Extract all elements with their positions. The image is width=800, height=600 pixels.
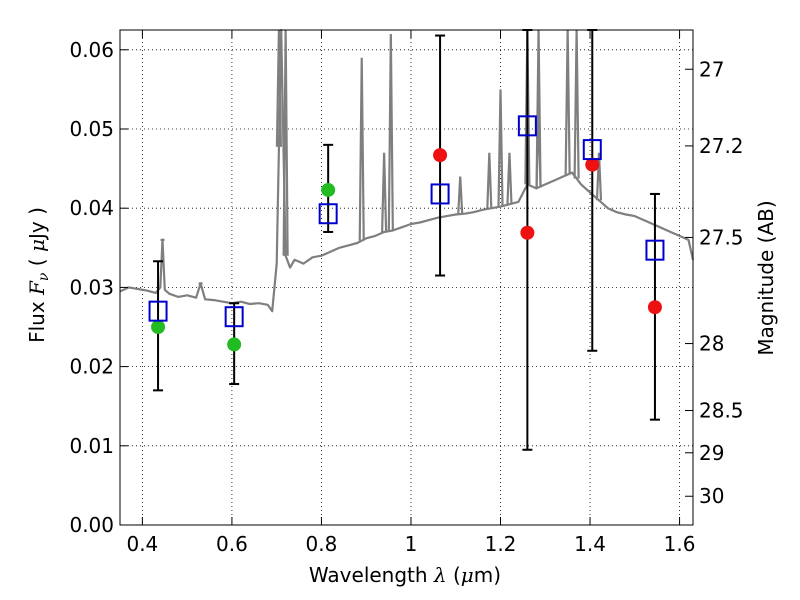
square-point (148, 300, 168, 322)
emission-line (497, 89, 504, 207)
y-right-tick-label: 28.5 (699, 399, 744, 423)
model-spectrum-line (119, 28, 695, 313)
y-right-tick-label: 30 (699, 484, 724, 508)
red-point (585, 157, 600, 172)
model-spectrum (119, 28, 695, 313)
emission-line (506, 152, 513, 205)
x-tick-label: 0.6 (216, 532, 248, 556)
square-point (224, 306, 244, 328)
x-tick-label: 1 (405, 532, 418, 556)
y-tick-label: 0.05 (69, 117, 114, 141)
error-bars (153, 29, 660, 451)
grid (120, 30, 693, 526)
green-point (151, 320, 166, 334)
y-tick-label: 0.02 (69, 355, 114, 379)
y-right-tick-label: 29 (699, 441, 724, 465)
emission-line (486, 152, 493, 209)
square-point (430, 183, 450, 205)
red-point (647, 300, 662, 315)
x-tick-label: 0.8 (306, 532, 338, 556)
y-right-tick-label: 27 (699, 57, 724, 81)
y-tick-label: 0.06 (69, 38, 114, 62)
y-right-tick-label: 27.5 (699, 225, 744, 249)
square-point (645, 239, 665, 261)
emission-line (564, 29, 571, 175)
photometry-markers (148, 115, 665, 352)
emission-line (381, 152, 388, 232)
square-point (582, 139, 602, 161)
x-tick-label: 1.6 (664, 532, 696, 556)
green-point (321, 182, 336, 197)
emission-line (595, 152, 603, 201)
x-tick-label: 1.4 (574, 532, 606, 556)
x-tick-label: 1.2 (485, 532, 517, 556)
emission-line (573, 29, 580, 179)
square-point (318, 203, 338, 225)
y-right-tick-label: 28 (699, 332, 724, 356)
y-tick-label: 0.04 (69, 196, 114, 220)
emission-line (387, 33, 394, 231)
y-axis-label: Flux Fν ( μJy ) (25, 207, 52, 343)
y-tick-label: 0.01 (69, 434, 114, 458)
y-tick-label: 0.03 (69, 275, 114, 299)
red-point (520, 225, 535, 240)
x-tick-label: 0.4 (126, 532, 158, 556)
emission-line (358, 57, 365, 241)
y-axis-right-label: Magnitude (AB) (754, 200, 778, 355)
emission-line (457, 176, 464, 215)
ticks: 0.4 0.6 0.8 1 1.2 1.4 1.6 0.00 0.01 0.02 0.03 0.04 0… (69, 30, 744, 556)
y-tick-label: 0.00 (69, 513, 114, 537)
x-axis-label: Wavelength λ (μm) (309, 563, 501, 587)
plot-frame (119, 29, 694, 526)
emission-line (535, 109, 542, 188)
y-right-tick-label: 27.2 (699, 134, 744, 158)
green-point (227, 337, 242, 352)
red-point (433, 148, 448, 163)
square-point (517, 115, 537, 137)
